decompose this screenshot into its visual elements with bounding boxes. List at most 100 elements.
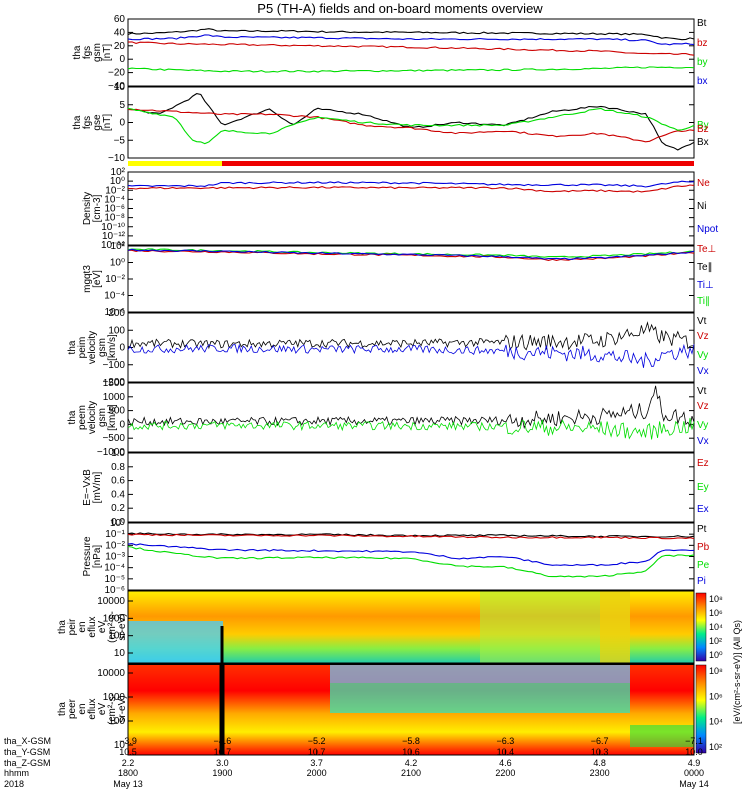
ylabel-efield: [mV/m] <box>92 471 103 503</box>
ylabel-density: Density <box>82 192 93 225</box>
date-left: May 13 <box>113 779 143 789</box>
xtick-label: 10.4 <box>497 747 515 757</box>
series-fgs_gsm-Bt <box>127 28 695 41</box>
ytick-label: 10⁰ <box>110 518 125 529</box>
ytick-label: 10² <box>111 167 126 178</box>
ytick-label: 40 <box>114 27 126 38</box>
legend-Ti⊥: Ti⊥ <box>697 280 714 291</box>
legend-Ex: Ex <box>697 504 709 515</box>
panel-fgs_gsm: 60 40 20 0 −20 −40 Bt bz by bx tha fgs gsm [nT] <box>72 14 708 92</box>
ytick-label: 0 <box>119 118 125 129</box>
ylabel-fgs_gsm: fgs <box>82 46 93 59</box>
colorbar-tick: 10⁴ <box>709 622 723 632</box>
date-right: May 14 <box>679 779 709 789</box>
ylabel-peir_en_eflux: eV <box>97 621 108 634</box>
ytick-label: 10⁻⁶ <box>104 307 125 318</box>
ytick-label: −200 <box>102 377 125 388</box>
legend-Pi: Pi <box>697 576 706 587</box>
xtick-label: −3.9 <box>119 736 137 746</box>
xtick-label: 10.5 <box>119 747 137 757</box>
ylabel-fgs_gse: gse <box>92 114 103 131</box>
series-fgs_gsm-by <box>127 66 695 73</box>
ytick-label: −100 <box>102 360 125 371</box>
legend-Ne: Ne <box>697 178 710 189</box>
ytick-label: 10000 <box>97 668 125 679</box>
ytick-label: 10⁻⁴ <box>104 194 125 205</box>
series-peem_velocity-Vy <box>127 417 695 440</box>
legend-bx: bx <box>697 76 708 87</box>
ytick-label: 10⁻⁵ <box>104 574 125 585</box>
legend-Vt: Vt <box>697 386 707 397</box>
series-peem_velocity-Vt <box>127 385 695 430</box>
mode-bar-slow <box>128 161 222 166</box>
plot-title: P5 (TH-A) fields and on-board moments ov… <box>257 1 543 16</box>
ytick-label: 500 <box>108 406 125 417</box>
xtick-label: 10.6 <box>402 747 420 757</box>
legend-bz: bz <box>697 38 708 49</box>
ytick-label: 5 <box>119 100 125 111</box>
ytick-label: 0.4 <box>111 489 125 500</box>
xtick-label: 4.9 <box>688 758 701 768</box>
ytick-label: 10 <box>114 740 126 751</box>
series-fgs_gse-By <box>127 107 695 145</box>
ylabel-peer_en_eflux: eflux <box>87 698 98 719</box>
series-density-Ne <box>128 184 695 193</box>
ytick-label: 10⁰ <box>110 176 125 187</box>
xtick-label: 10.3 <box>591 747 609 757</box>
ytick-label: 10000 <box>97 596 125 607</box>
ytick-label: −1000 <box>97 447 126 458</box>
xtick-label: 10.7 <box>214 747 232 757</box>
ytick-label: 0.2 <box>111 503 125 514</box>
ylabel-pressure: Pressure <box>82 536 93 576</box>
xtick-label: −5.8 <box>402 736 420 746</box>
legend-Pt: Pt <box>697 524 707 535</box>
xtick-label: 0000 <box>684 768 704 778</box>
legend-By: By <box>697 120 709 131</box>
series-density-Npot <box>127 180 695 188</box>
ylabel-temperature: [eV] <box>92 270 103 288</box>
legend-by: by <box>697 57 708 68</box>
ylabel-peim_velocity: gsm <box>97 338 108 357</box>
xtick-label: −5.2 <box>308 736 326 746</box>
ytick-label: 0 <box>119 54 125 65</box>
ytick-label: 10⁻¹⁰ <box>101 222 125 233</box>
ytick-label: 0.0 <box>111 517 125 528</box>
heatmap-region-top <box>330 663 630 683</box>
ylabel-peem_velocity: gsm <box>97 408 108 427</box>
ylabel-peer_en_eflux: eV <box>97 703 108 716</box>
xtick-label: 4.6 <box>499 758 512 768</box>
legend-Ey: Ey <box>697 482 709 493</box>
colorbar-tick: 10⁴ <box>709 717 723 727</box>
legend-Vz: Vz <box>697 331 709 342</box>
series-fgs_gse-Bx <box>127 93 695 151</box>
colorbar-tick: 10⁸ <box>709 594 723 604</box>
ylabel-peir_en_eflux: sr-eV) <box>117 613 128 640</box>
series-peim_velocity-Vx <box>127 343 695 368</box>
ytick-label: 10⁻¹ <box>105 529 125 540</box>
ylabel-peer_en_eflux: tha <box>57 702 68 716</box>
ylabel-peem_velocity: [km/s] <box>107 404 118 431</box>
legend-Te∥: Te∥ <box>697 262 713 273</box>
ylabel-peir_en_eflux: en <box>77 621 88 632</box>
legend-Ti∥: Ti∥ <box>697 296 710 307</box>
ytick-label: 0 <box>119 343 125 354</box>
ytick-label: 10⁻¹⁴ <box>101 240 125 251</box>
ytick-label: 0 <box>119 419 125 430</box>
xtick-label: 3.0 <box>216 758 229 768</box>
colorbar-tick: 10⁰ <box>709 650 723 660</box>
ytick-label: 10⁻² <box>105 274 125 285</box>
colorbar-peer_en_eflux <box>695 664 707 754</box>
xtick-label: 1900 <box>212 768 232 778</box>
xaxis-row-label: hhmm <box>4 768 29 778</box>
ylabel-fgs_gse: fgs <box>82 116 93 129</box>
xaxis-row-label: 2018 <box>4 779 24 789</box>
xtick-label: −6.3 <box>496 736 514 746</box>
series-temperature-Ti⊥ <box>127 248 695 258</box>
legend-Ez: Ez <box>697 458 709 469</box>
frame-fgs_gse <box>127 86 695 159</box>
ylabel-peir_en_eflux: tha <box>57 620 68 634</box>
colorbar-tick: 10² <box>709 636 722 646</box>
legend-Ni: Ni <box>697 201 706 212</box>
